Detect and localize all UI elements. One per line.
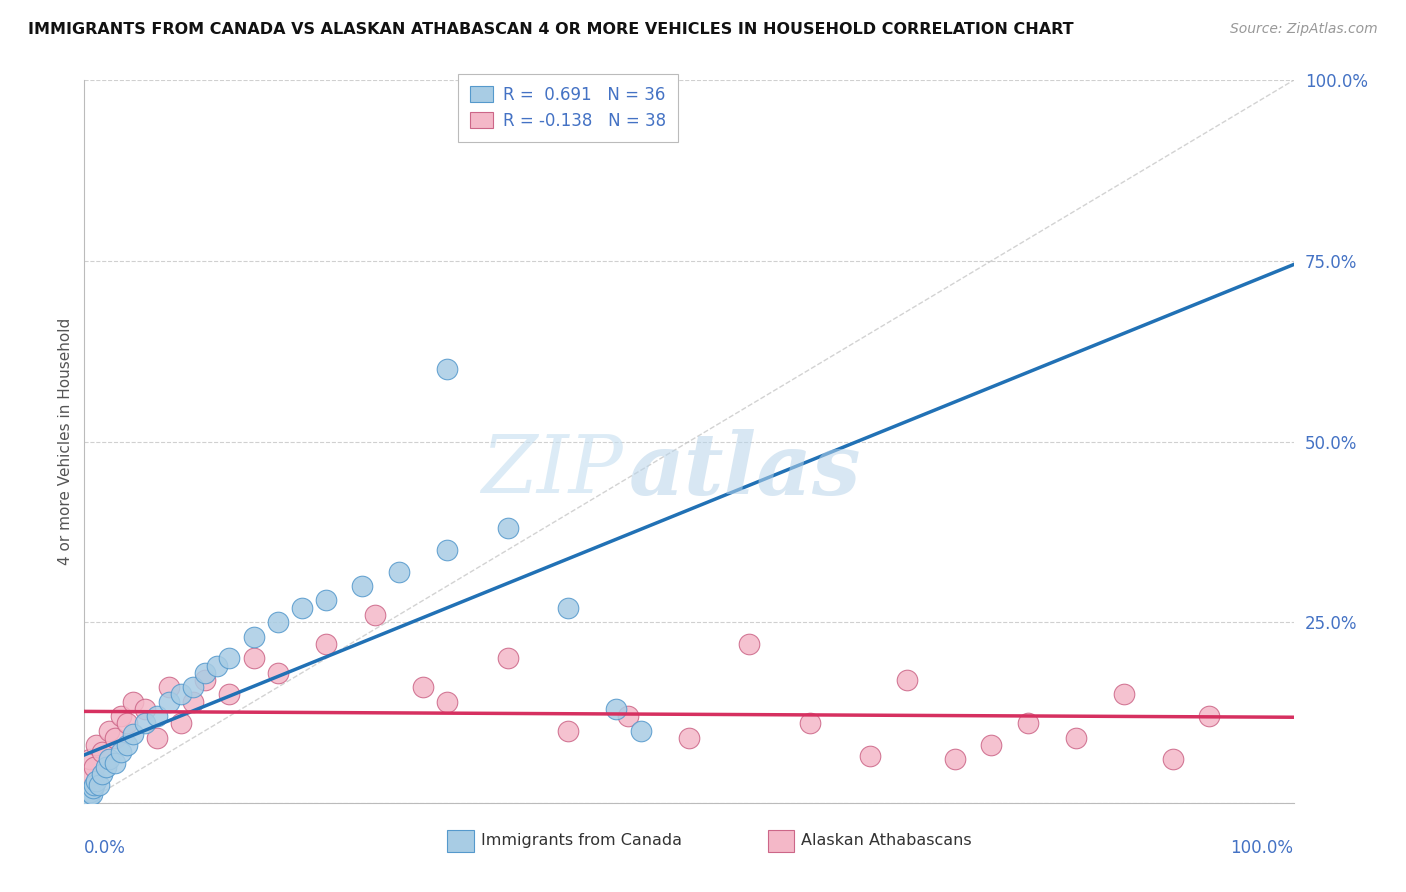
Point — [110, 709, 132, 723]
Point — [1064, 731, 1087, 745]
Point — [267, 665, 290, 680]
Point — [896, 673, 918, 687]
Point — [170, 687, 193, 701]
Point — [557, 723, 579, 738]
Point — [104, 756, 127, 770]
FancyBboxPatch shape — [768, 830, 794, 852]
Point — [738, 637, 761, 651]
FancyBboxPatch shape — [447, 830, 474, 852]
Point — [1198, 709, 1220, 723]
Point — [181, 695, 204, 709]
Point — [218, 687, 240, 701]
Point — [678, 731, 700, 745]
Point — [77, 790, 100, 805]
Point — [605, 702, 627, 716]
Point — [496, 651, 519, 665]
Point — [352, 579, 374, 593]
Text: 0.0%: 0.0% — [84, 838, 127, 857]
Legend: R =  0.691   N = 36, R = -0.138   N = 38: R = 0.691 N = 36, R = -0.138 N = 38 — [458, 74, 678, 142]
Point — [82, 781, 104, 796]
Point — [77, 771, 100, 785]
Text: Source: ZipAtlas.com: Source: ZipAtlas.com — [1230, 22, 1378, 37]
Point — [115, 738, 138, 752]
Point — [799, 716, 821, 731]
Point — [87, 778, 110, 792]
Point — [157, 695, 180, 709]
Text: Alaskan Athabascans: Alaskan Athabascans — [801, 833, 972, 848]
Text: 100.0%: 100.0% — [1230, 838, 1294, 857]
Point — [1114, 687, 1136, 701]
Point — [943, 752, 966, 766]
Point — [110, 745, 132, 759]
Text: ZIP: ZIP — [481, 432, 623, 509]
Point — [91, 745, 114, 759]
Text: atlas: atlas — [628, 429, 860, 512]
Point — [121, 727, 143, 741]
Point — [218, 651, 240, 665]
Point — [859, 748, 882, 763]
Point — [181, 680, 204, 694]
Point — [496, 521, 519, 535]
Point — [315, 637, 337, 651]
Point — [79, 785, 101, 799]
Point — [97, 752, 120, 766]
Point — [94, 760, 117, 774]
Point — [1161, 752, 1184, 766]
Point — [157, 680, 180, 694]
Point — [79, 752, 101, 766]
Point — [104, 731, 127, 745]
Point — [363, 607, 385, 622]
Point — [77, 789, 100, 803]
Point — [80, 787, 103, 801]
Point — [86, 738, 108, 752]
Point — [194, 665, 217, 680]
Text: IMMIGRANTS FROM CANADA VS ALASKAN ATHABASCAN 4 OR MORE VEHICLES IN HOUSEHOLD COR: IMMIGRANTS FROM CANADA VS ALASKAN ATHABA… — [28, 22, 1074, 37]
Point — [83, 760, 105, 774]
Point — [315, 593, 337, 607]
Point — [617, 709, 640, 723]
Point — [134, 716, 156, 731]
Point — [436, 362, 458, 376]
Point — [291, 600, 314, 615]
Point — [207, 658, 229, 673]
Point — [388, 565, 411, 579]
Point — [630, 723, 652, 738]
Point — [83, 778, 105, 792]
Point — [170, 716, 193, 731]
Point — [97, 723, 120, 738]
Point — [557, 600, 579, 615]
Point — [242, 630, 264, 644]
Point — [91, 767, 114, 781]
Point — [194, 673, 217, 687]
Point — [436, 542, 458, 557]
Point — [436, 695, 458, 709]
Point — [86, 774, 108, 789]
Y-axis label: 4 or more Vehicles in Household: 4 or more Vehicles in Household — [58, 318, 73, 566]
Point — [412, 680, 434, 694]
Point — [134, 702, 156, 716]
Point — [146, 709, 169, 723]
Point — [121, 695, 143, 709]
Point — [267, 615, 290, 630]
Point — [980, 738, 1002, 752]
Point — [76, 792, 98, 806]
Point — [115, 716, 138, 731]
Text: Immigrants from Canada: Immigrants from Canada — [481, 833, 682, 848]
Point — [242, 651, 264, 665]
Point — [146, 731, 169, 745]
Point — [1017, 716, 1039, 731]
